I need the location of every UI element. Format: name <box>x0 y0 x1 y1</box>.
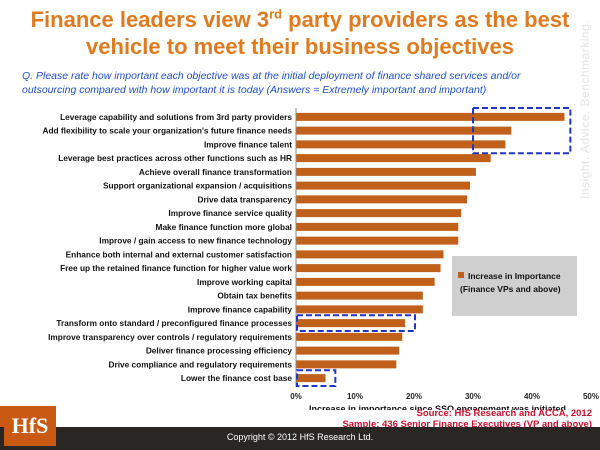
highlight-box-1 <box>296 369 337 387</box>
bar <box>296 126 512 135</box>
title-line-1: Finance leaders view 3rd party providers… <box>30 6 570 32</box>
bar <box>296 236 459 245</box>
source-line: Source: HfS Research and ACCA, 2012 <box>416 408 592 419</box>
category-label: Improve finance capability <box>188 304 293 314</box>
bar <box>296 305 423 314</box>
category-label: Drive data transparency <box>197 194 292 204</box>
legend-label: Increase in Importance (Finance VPs and a… <box>460 271 561 294</box>
bar <box>296 195 468 204</box>
category-label: Improve working capital <box>197 277 292 287</box>
x-axis-title: Increase in importance since SSO engagem… <box>309 404 566 410</box>
category-label: Improve finance talent <box>204 139 292 149</box>
title-line-2: vehicle to meet their business objective… <box>86 34 514 59</box>
bar <box>296 264 441 273</box>
bar <box>296 291 423 300</box>
bar <box>296 209 462 218</box>
category-label: Achieve overall finance transformation <box>139 167 292 177</box>
hfs-logo: HfS <box>4 406 56 446</box>
category-label: Lower the finance cost base <box>181 373 293 383</box>
bar <box>296 277 435 286</box>
bar <box>296 319 406 328</box>
highlight-box-top <box>472 107 572 155</box>
category-label: Obtain tax benefits <box>217 291 292 301</box>
bar <box>296 181 471 190</box>
sample-line: Sample: 436 Senior Finance Executives (V… <box>342 419 592 430</box>
category-label: Improve finance service quality <box>168 208 292 218</box>
category-label: Support organizational expansion / acqui… <box>103 181 292 191</box>
category-label: Leverage best practices across other fun… <box>58 153 292 163</box>
category-label: Drive compliance and regulatory requirem… <box>108 359 292 369</box>
bar <box>296 222 459 231</box>
bar <box>296 250 444 259</box>
bar <box>296 360 397 369</box>
x-tick-label: 40% <box>524 392 540 401</box>
x-tick-label: 10% <box>347 392 363 401</box>
bar <box>296 374 326 383</box>
legend-swatch <box>458 272 464 278</box>
legend-box <box>452 256 577 316</box>
bar <box>296 140 506 149</box>
x-tick-label: 0% <box>290 392 302 401</box>
bar-chart: Leverage capability and solutions from 3… <box>42 107 599 410</box>
category-label: Make finance function more global <box>156 222 292 232</box>
category-label: Improve transparency over controls / reg… <box>48 332 292 342</box>
bar <box>296 112 565 121</box>
x-tick-label: 30% <box>465 392 481 401</box>
category-label: Deliver finance processing efficiency <box>146 346 293 356</box>
survey-question: Q. Please rate how important each object… <box>22 70 521 96</box>
footer-bar: Copyright © 2012 HfS Research Ltd. <box>0 427 600 450</box>
category-label: Leverage capability and solutions from 3… <box>60 112 292 122</box>
category-label: Free up the retained finance function fo… <box>60 263 292 273</box>
copyright-text: Copyright © 2012 HfS Research Ltd. <box>226 432 374 442</box>
bar <box>296 167 476 176</box>
x-tick-label: 50% <box>583 392 599 401</box>
category-label: Add flexibility to scale your organizati… <box>42 126 292 136</box>
bar <box>296 332 403 341</box>
source-note: Source: HfS Research and ACCA, 2012 Samp… <box>342 408 592 430</box>
bar <box>296 154 491 163</box>
chart-title: Finance leaders view 3rd party providers… <box>0 6 600 60</box>
category-label: Transform onto standard / preconfigured … <box>56 318 292 328</box>
category-label: Improve / gain access to new finance tec… <box>99 236 292 246</box>
highlight-box-0 <box>296 314 416 332</box>
logo-strip <box>0 406 4 427</box>
x-tick-label: 20% <box>406 392 422 401</box>
category-label: Enhance both internal and external custo… <box>66 249 292 259</box>
bar <box>296 346 400 355</box>
